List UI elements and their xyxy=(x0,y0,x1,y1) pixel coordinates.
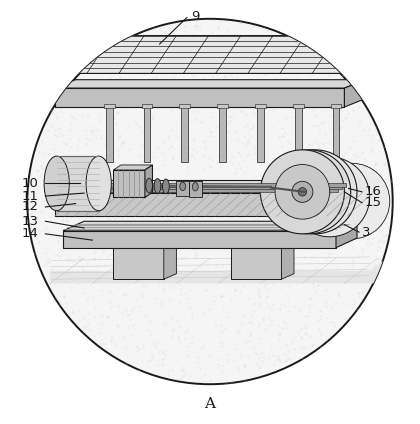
Circle shape xyxy=(267,150,351,234)
Circle shape xyxy=(27,19,393,384)
Bar xyxy=(255,104,266,108)
Polygon shape xyxy=(63,231,336,248)
Text: 14: 14 xyxy=(22,227,39,240)
Circle shape xyxy=(305,173,354,221)
Bar xyxy=(295,107,302,162)
Bar xyxy=(219,107,226,162)
Ellipse shape xyxy=(154,179,161,193)
Polygon shape xyxy=(332,181,353,216)
Bar xyxy=(293,104,304,108)
Polygon shape xyxy=(65,186,342,190)
Bar xyxy=(144,107,150,162)
Ellipse shape xyxy=(146,178,152,193)
Bar xyxy=(104,104,115,108)
Polygon shape xyxy=(113,165,152,170)
Circle shape xyxy=(314,163,390,239)
Polygon shape xyxy=(63,221,357,231)
Text: 13: 13 xyxy=(22,215,39,228)
Polygon shape xyxy=(281,242,294,279)
Text: 3: 3 xyxy=(362,226,370,239)
Polygon shape xyxy=(164,242,176,279)
Circle shape xyxy=(292,181,313,202)
Bar xyxy=(113,248,164,279)
Bar xyxy=(181,107,188,162)
Ellipse shape xyxy=(192,183,198,191)
Polygon shape xyxy=(55,80,365,88)
Polygon shape xyxy=(55,181,353,193)
Text: 12: 12 xyxy=(22,201,39,213)
Text: 16: 16 xyxy=(365,185,381,198)
Bar xyxy=(113,170,145,197)
Text: 15: 15 xyxy=(365,196,381,209)
Polygon shape xyxy=(69,183,346,187)
Ellipse shape xyxy=(86,156,111,211)
Text: 9: 9 xyxy=(191,10,199,23)
Circle shape xyxy=(273,150,357,234)
Bar xyxy=(142,104,152,108)
Polygon shape xyxy=(344,80,365,107)
Polygon shape xyxy=(55,36,370,73)
Polygon shape xyxy=(231,242,294,248)
Bar xyxy=(106,107,113,162)
Circle shape xyxy=(290,157,370,237)
Polygon shape xyxy=(336,221,357,248)
Ellipse shape xyxy=(180,182,186,190)
Bar xyxy=(231,248,281,279)
Polygon shape xyxy=(113,242,176,248)
Bar xyxy=(331,104,341,108)
Bar xyxy=(257,107,264,162)
Bar xyxy=(217,104,228,108)
Text: 11: 11 xyxy=(22,190,39,203)
Text: A: A xyxy=(205,397,215,411)
Circle shape xyxy=(260,150,344,234)
Circle shape xyxy=(275,165,330,219)
Text: 10: 10 xyxy=(22,177,39,190)
Polygon shape xyxy=(55,88,344,107)
Bar xyxy=(176,181,189,196)
Polygon shape xyxy=(61,188,338,192)
Polygon shape xyxy=(55,193,332,216)
Bar xyxy=(189,181,202,197)
Polygon shape xyxy=(50,258,386,283)
Bar xyxy=(333,107,339,162)
Polygon shape xyxy=(57,156,99,211)
Ellipse shape xyxy=(163,179,169,194)
Polygon shape xyxy=(145,165,152,197)
Circle shape xyxy=(298,188,307,196)
Bar xyxy=(179,104,190,108)
Ellipse shape xyxy=(44,156,69,211)
